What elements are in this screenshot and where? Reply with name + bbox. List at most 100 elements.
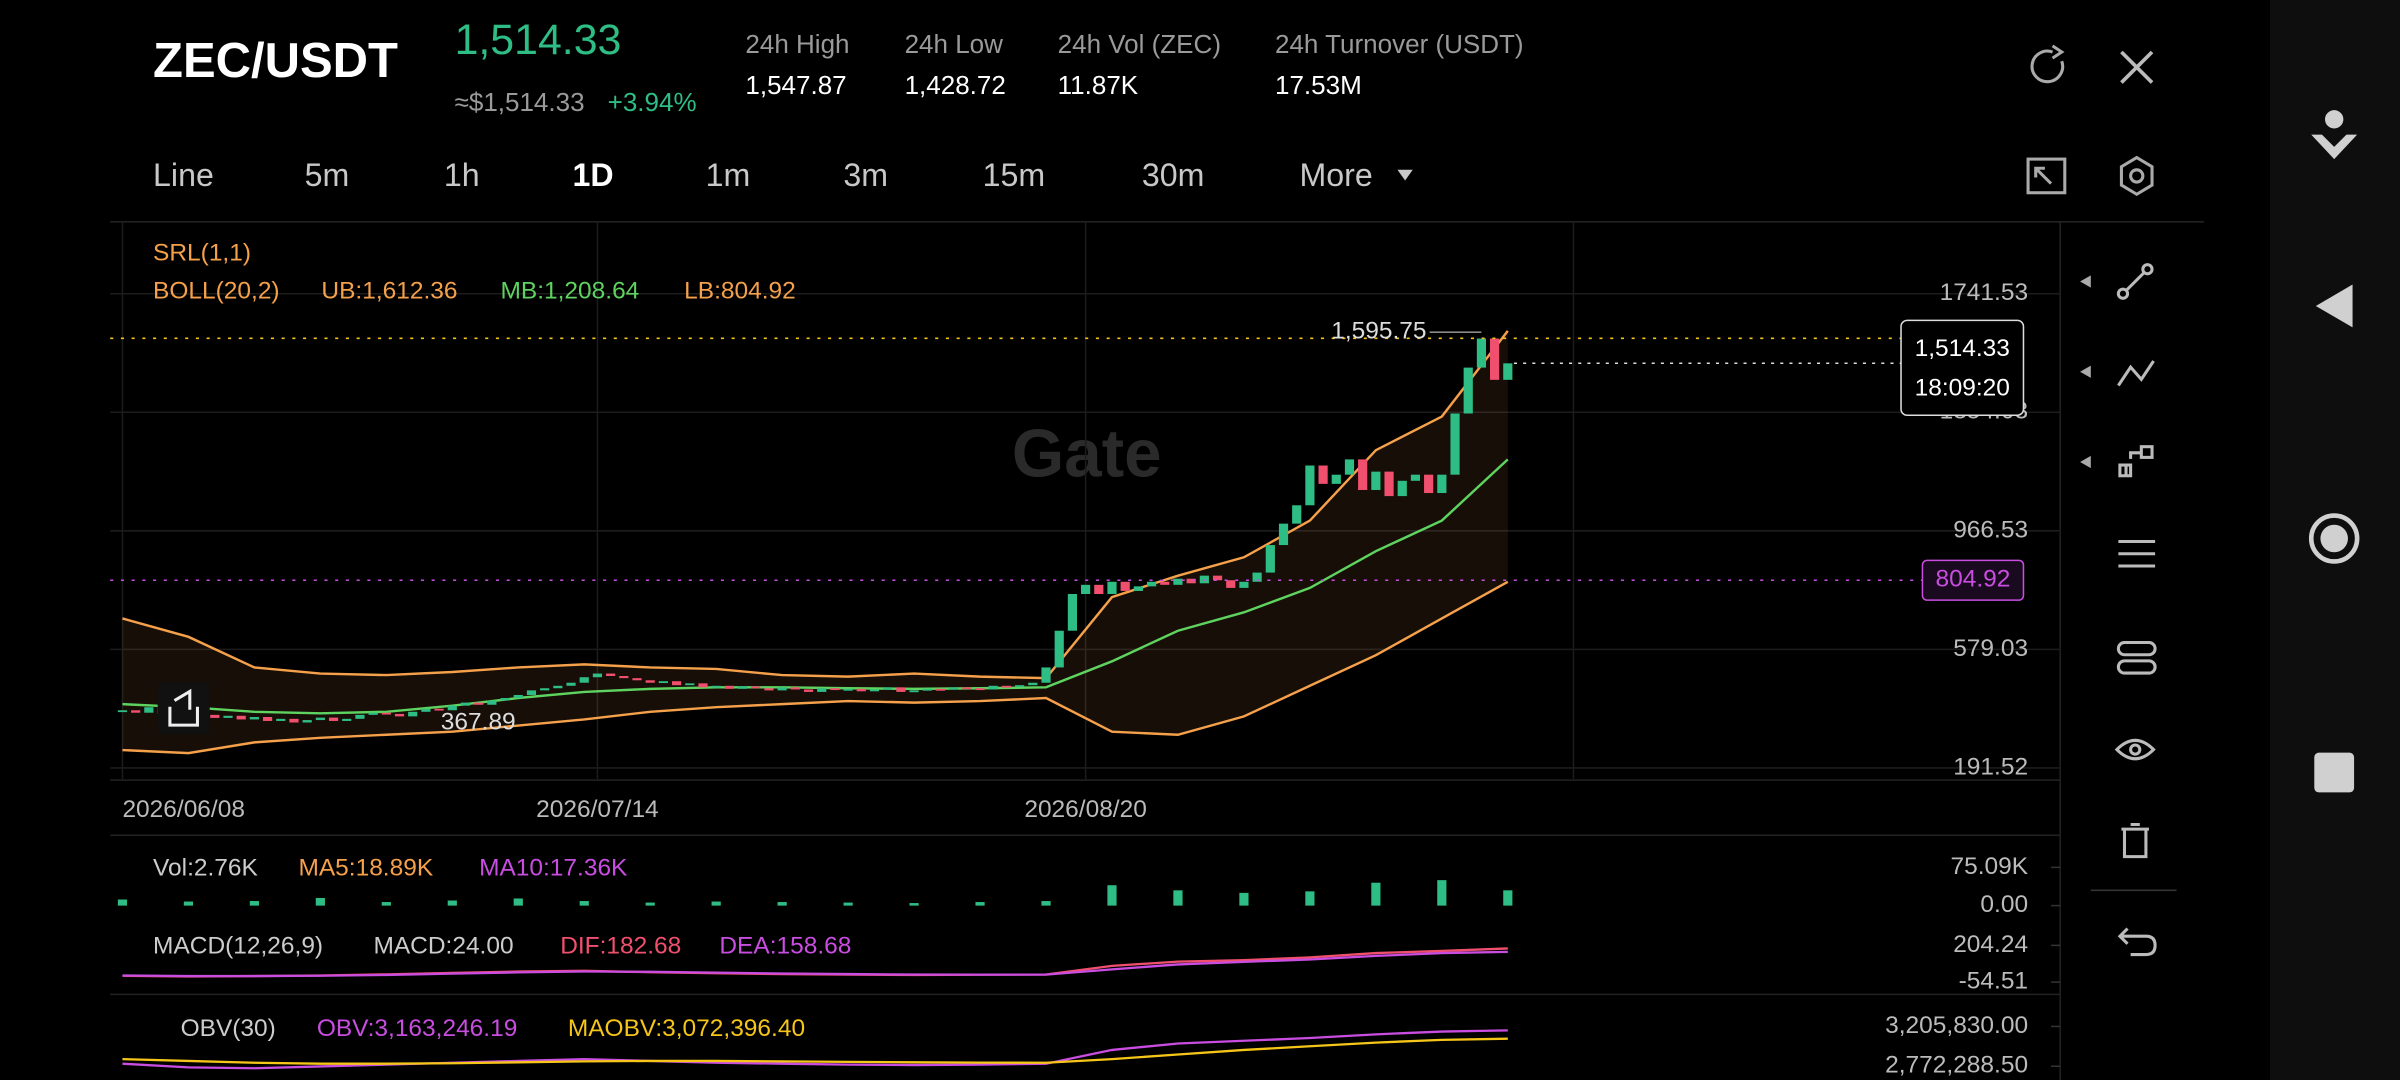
candle — [1424, 474, 1434, 494]
panel-label: MACD(12,26,9) — [153, 932, 323, 959]
volume-bar — [645, 902, 655, 906]
volume-bar — [711, 901, 721, 906]
candle — [883, 687, 893, 690]
y-tick-label: 75.09K — [1950, 853, 2028, 880]
candle — [328, 717, 339, 721]
dropdown-arrow — [1397, 169, 1413, 181]
candle — [935, 688, 946, 691]
candle — [1160, 581, 1170, 585]
candle — [698, 683, 708, 688]
candle — [1371, 471, 1381, 490]
interval-tab[interactable]: 15m — [983, 157, 1046, 193]
system-buttons[interactable] — [2308, 110, 2360, 793]
candle — [381, 712, 391, 715]
tool-column[interactable] — [2114, 263, 2157, 957]
lb-tag-box — [1921, 559, 2025, 601]
volume-bar — [513, 898, 523, 906]
indicator-line — [122, 1037, 1508, 1065]
candle — [1265, 545, 1275, 573]
stat-value: 1,547.87 — [745, 70, 846, 100]
candle — [619, 676, 629, 679]
band-line — [122, 330, 1509, 680]
volume-bar — [843, 902, 853, 906]
candle — [1067, 594, 1077, 631]
share-icon[interactable] — [157, 682, 210, 735]
candle — [843, 688, 853, 691]
candle — [1252, 572, 1262, 582]
candle — [1344, 459, 1355, 475]
candle — [408, 711, 418, 717]
interval-tab[interactable]: 1m — [706, 157, 751, 193]
interval-tab[interactable]: 30m — [1142, 157, 1205, 193]
interval-tab[interactable]: 1D — [572, 157, 613, 193]
candle — [1133, 586, 1143, 591]
candle — [526, 690, 537, 695]
candle — [566, 682, 576, 686]
candle — [751, 686, 761, 689]
sub-panels: Vol:2.76K MA5:18.89K MA10:17.36K 75.09K 0.00… — [117, 853, 2061, 1079]
interval-tab[interactable]: 5m — [305, 157, 350, 193]
volume-bar — [975, 902, 985, 906]
candle — [513, 694, 523, 699]
candle — [592, 673, 603, 678]
interval-tab[interactable]: More — [1299, 157, 1372, 193]
candle — [1081, 584, 1091, 595]
countdown: 18:09:20 — [1915, 375, 2010, 402]
candle — [764, 688, 774, 691]
candle — [1503, 363, 1513, 380]
interval-tab[interactable]: 1h — [444, 157, 480, 193]
candle — [144, 707, 154, 713]
candle — [394, 713, 405, 717]
candle — [1331, 474, 1341, 484]
settings-icon[interactable] — [2119, 155, 2154, 197]
band-line — [122, 458, 1509, 715]
interval-tab[interactable]: 3m — [843, 157, 888, 193]
panel-label: MA5:18.89K — [298, 854, 433, 881]
candle — [830, 688, 840, 691]
candle — [685, 683, 695, 686]
candle — [645, 680, 655, 683]
interval-tab[interactable]: Line — [153, 157, 214, 193]
candle — [856, 688, 866, 692]
candle — [1146, 581, 1157, 587]
panel-label: MAOBV:3,072,396.40 — [568, 1015, 805, 1042]
main-chart: 191.52579.03966.531354.031741.532026/06/… — [110, 221, 2061, 823]
volume-bar — [1437, 880, 1447, 906]
panel-label: MACD:24.00 — [373, 932, 513, 959]
candle — [553, 685, 563, 689]
watermark: Gate — [1012, 417, 1162, 492]
volume-bar — [1371, 882, 1381, 906]
layout-icon[interactable] — [2026, 157, 2067, 195]
last-price-label: 1,514.33 — [1915, 335, 2010, 362]
stat-label: 24h Vol (ZEC) — [1058, 29, 1221, 59]
y-tick-label: 579.03 — [1953, 635, 2028, 662]
volume-bar — [1305, 891, 1315, 906]
volume-bar — [447, 900, 457, 906]
close-icon[interactable] — [2120, 50, 2154, 84]
y-tick-label: -54.51 — [1959, 968, 2028, 995]
candle — [711, 685, 721, 688]
candle — [315, 717, 325, 721]
candle — [803, 689, 814, 692]
y-tick-label: 3,205,830.00 — [1885, 1012, 2028, 1039]
refresh-icon[interactable] — [2030, 44, 2065, 84]
lb-label: LB:804.92 — [684, 278, 796, 305]
panel-label: OBV:3,163,246.19 — [317, 1015, 517, 1042]
candle — [1305, 465, 1315, 506]
band-fill — [122, 330, 1508, 754]
high-label: 1,595.75 — [1331, 318, 1426, 345]
candle — [276, 718, 286, 721]
candle — [355, 714, 365, 719]
volume-bar — [777, 902, 787, 906]
mb-label: MB:1,208.64 — [501, 278, 640, 305]
price: 1,514.33 — [455, 16, 622, 64]
y-tick-label: 191.52 — [1953, 753, 2028, 780]
x-tick-label: 2026/06/08 — [122, 796, 245, 823]
candle — [1173, 578, 1183, 585]
volume-bar — [249, 901, 259, 906]
y-tick-label: 204.24 — [1953, 931, 2028, 958]
volume-bar — [909, 903, 919, 906]
stat-label: 24h High — [745, 29, 849, 59]
stat-value: 11.87K — [1058, 70, 1139, 100]
